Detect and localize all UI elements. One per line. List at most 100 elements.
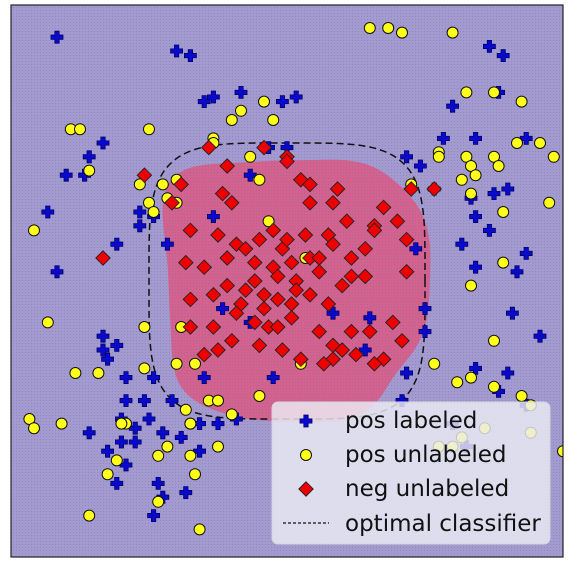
neg-unlabeled-point	[325, 236, 341, 253]
pos-unlabeled-point	[101, 468, 114, 481]
pos-unlabeled-point	[83, 509, 96, 522]
neg-unlabeled-point	[329, 181, 346, 197]
neg-unlabeled-point	[228, 305, 245, 322]
pos-labeled-point	[437, 132, 450, 145]
pos-labeled-point	[289, 90, 303, 104]
legend-marker-circle-icon	[300, 449, 312, 461]
neg-unlabeled-point	[394, 332, 410, 349]
neg-unlabeled-point	[210, 342, 226, 358]
pos-unlabeled-point	[432, 150, 445, 163]
neg-unlabeled-point	[375, 199, 392, 216]
pos-unlabeled-point	[69, 367, 82, 379]
pos-labeled-point	[326, 306, 340, 320]
pos-labeled-point	[519, 247, 533, 260]
legend-label-optimal-classifier: optimal classifier	[345, 511, 541, 537]
pos-labeled-point	[115, 435, 128, 449]
pos-unlabeled-point	[267, 114, 280, 126]
pos-unlabeled-point	[184, 449, 197, 462]
pos-labeled-point	[133, 219, 147, 233]
pos-unlabeled-point	[179, 403, 192, 416]
legend: pos labeled pos unlabeled neg unlabeled …	[271, 401, 551, 545]
neg-unlabeled-point	[343, 268, 360, 285]
pos-labeled-point	[41, 205, 55, 219]
neg-unlabeled-point	[256, 300, 272, 317]
pos-labeled-point	[483, 224, 496, 237]
legend-label-pos-labeled: pos labeled	[345, 408, 477, 434]
pos-labeled-point	[156, 490, 170, 504]
pos-labeled-point	[243, 168, 257, 182]
pos-labeled-point	[161, 237, 174, 251]
pos-unlabeled-point	[92, 367, 105, 379]
pos-labeled-point	[128, 435, 142, 449]
pos-unlabeled-point	[193, 523, 206, 536]
neg-unlabeled-point	[334, 277, 351, 294]
pos-unlabeled-point	[534, 137, 546, 149]
pos-labeled-point	[414, 159, 427, 173]
neg-unlabeled-point	[357, 240, 374, 257]
pos-unlabeled-point	[515, 390, 528, 402]
neg-unlabeled-point	[251, 337, 268, 354]
neg-unlabeled-point	[279, 231, 295, 248]
neg-unlabeled-point	[182, 291, 199, 308]
neg-unlabeled-point	[237, 240, 254, 257]
neg-unlabeled-point	[173, 176, 190, 193]
pos-labeled-point	[174, 431, 188, 444]
pos-unlabeled-point	[253, 390, 266, 402]
pos-labeled-point	[501, 366, 515, 380]
pos-unlabeled-point	[511, 137, 523, 149]
neg-unlabeled-point	[95, 250, 111, 266]
pos-unlabeled-point	[55, 417, 68, 430]
neg-unlabeled-point	[219, 250, 236, 266]
pos-labeled-point	[358, 343, 372, 357]
pos-unlabeled-point	[465, 187, 477, 200]
pos-labeled-point	[110, 339, 124, 352]
pos-labeled-point	[418, 325, 432, 338]
pos-unlabeled-point	[147, 206, 160, 218]
pos-unlabeled-point	[143, 123, 155, 136]
pos-labeled-point	[101, 444, 114, 458]
neg-unlabeled-point	[214, 185, 231, 202]
pos-labeled-point	[234, 86, 248, 99]
neg-unlabeled-point	[196, 346, 213, 363]
pos-labeled-point	[533, 329, 547, 343]
pos-unlabeled-point	[488, 380, 500, 393]
pos-labeled-point	[82, 426, 96, 440]
pos-unlabeled-point	[212, 394, 224, 407]
pos-labeled-point	[469, 132, 482, 145]
legend-item-neg-unlabeled: neg unlabeled	[298, 476, 509, 502]
pos-labeled-point	[455, 237, 469, 251]
pos-unlabeled-point	[396, 26, 408, 39]
neg-unlabeled-point	[269, 319, 286, 335]
pos-unlabeled-point	[460, 86, 473, 99]
pos-labeled-point	[133, 205, 147, 219]
pos-unlabeled-point	[543, 196, 556, 209]
pos-unlabeled-point	[451, 376, 464, 389]
legend-label-neg-unlabeled: neg unlabeled	[345, 476, 509, 502]
neg-unlabeled-point	[182, 222, 199, 239]
pos-unlabeled-point	[28, 422, 40, 435]
pos-unlabeled-point	[170, 357, 183, 370]
neg-unlabeled-point	[343, 323, 360, 340]
neg-unlabeled-point	[361, 323, 378, 340]
pos-unlabeled-point	[152, 495, 165, 508]
pos-labeled-point	[156, 426, 170, 440]
pos-labeled-point	[142, 412, 156, 426]
pos-unlabeled-point	[152, 449, 165, 462]
neg-unlabeled-point	[182, 319, 199, 335]
pos-labeled-point	[119, 371, 133, 384]
pos-labeled-point	[487, 187, 501, 200]
pos-labeled-point	[82, 150, 96, 164]
neg-unlabeled-point	[251, 231, 268, 248]
pos-labeled-point	[276, 95, 289, 108]
neg-unlabeled-point	[223, 332, 240, 349]
pos-labeled-point	[409, 242, 423, 256]
neg-unlabeled-point	[196, 259, 213, 276]
pos-labeled-point	[207, 90, 220, 104]
neg-unlabeled-point	[325, 194, 341, 211]
legend-label-pos-unlabeled: pos unlabeled	[345, 442, 507, 468]
pos-labeled-point	[179, 486, 193, 499]
neg-unlabeled-point	[366, 222, 383, 239]
pos-labeled-point	[483, 40, 496, 53]
pos-labeled-point	[469, 260, 482, 274]
pos-unlabeled-point	[244, 150, 257, 163]
